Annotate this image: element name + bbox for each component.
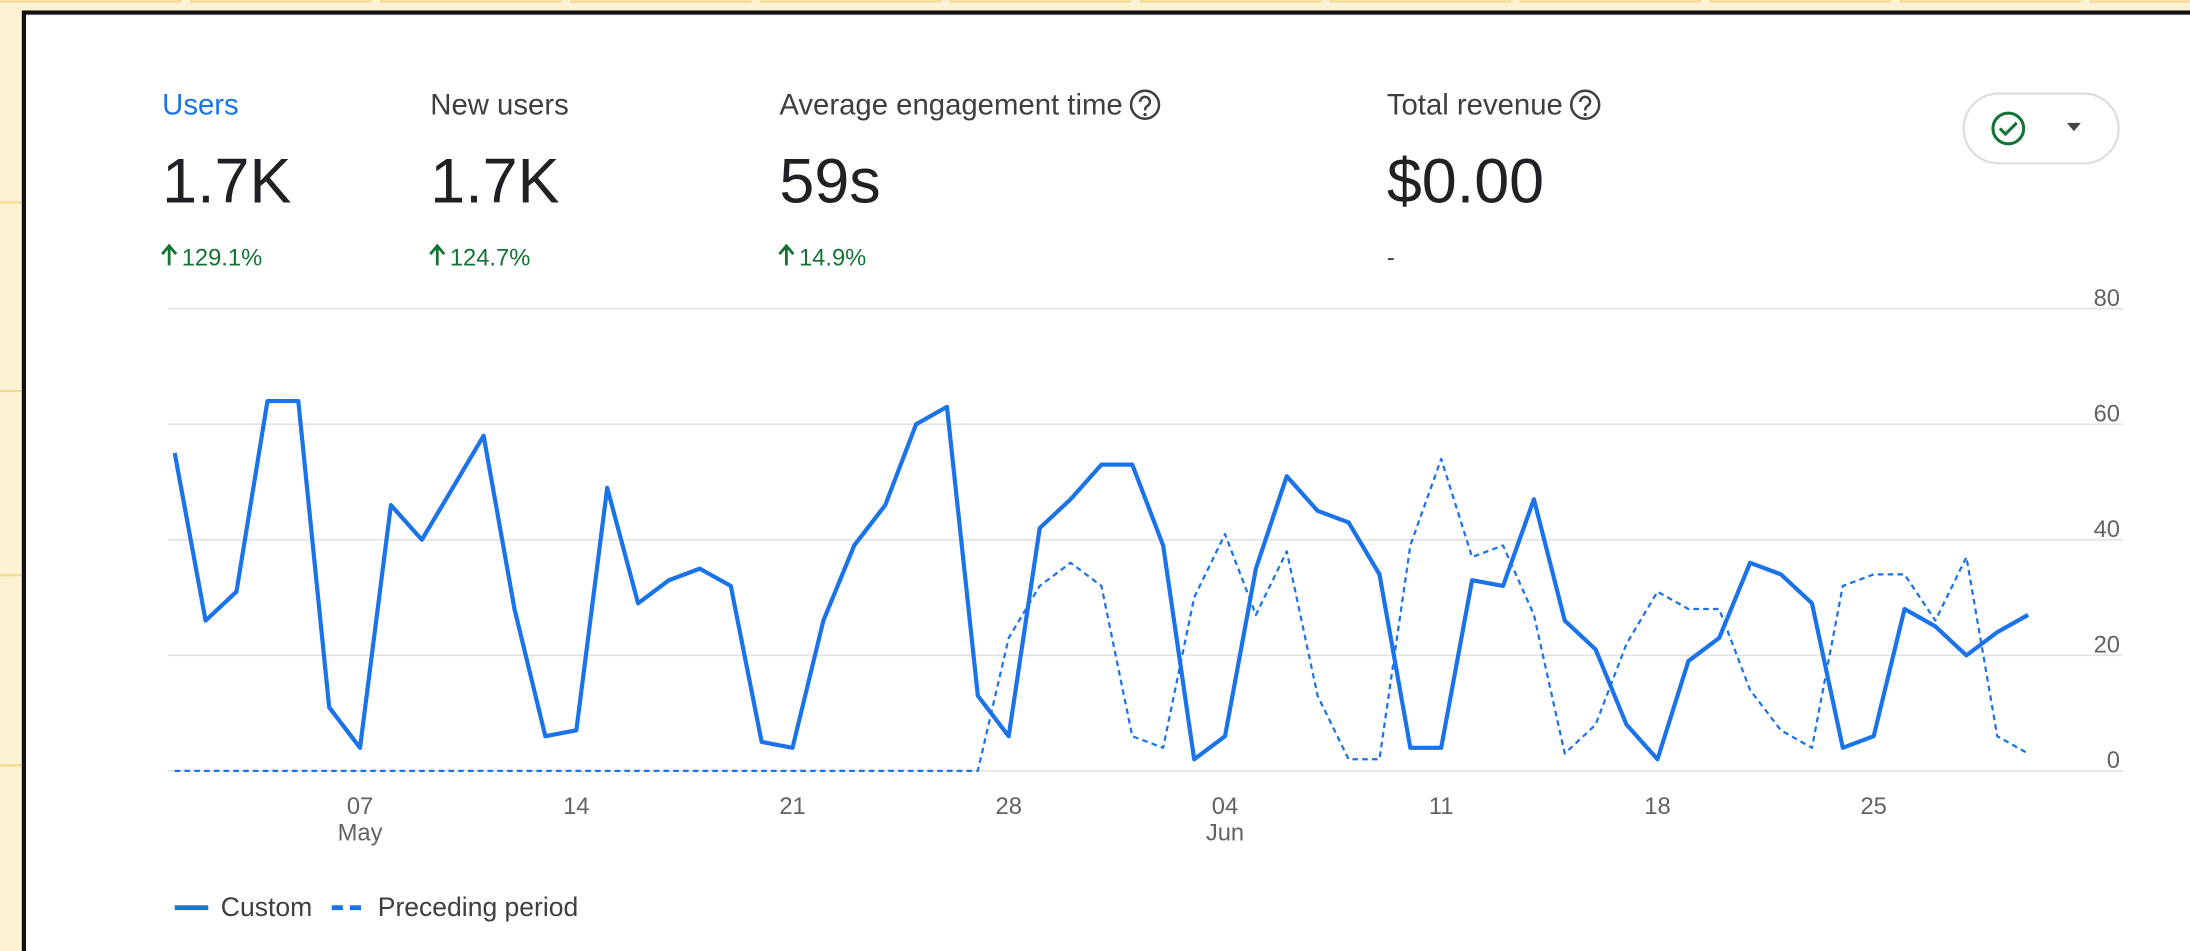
check-icon: [1991, 111, 2026, 146]
line-chart: 0 20 40 60 80 07 May 14 21 28 04 Jun 11 18 25: [167, 286, 2123, 847]
help-question: [1579, 95, 1592, 111]
x-tick-label: 25: [1860, 794, 1886, 820]
card: [21, 10, 2190, 951]
metric-change: 129.1%: [182, 245, 262, 271]
series-line: [174, 457, 2029, 772]
x-tick-label: 11: [1429, 794, 1454, 820]
button-outline[interactable]: [1962, 92, 2120, 165]
x-tick-label: 28: [996, 794, 1022, 820]
metric-change: 124.7%: [450, 245, 530, 271]
metric-label[interactable]: New users: [430, 89, 568, 122]
check-mark: [1998, 121, 2018, 137]
metric-value: 59s: [779, 146, 880, 216]
metric-value: 1.7K: [162, 146, 291, 216]
metric-value: $0.00: [1387, 146, 1544, 216]
legend-label: Preceding period: [378, 892, 578, 922]
help-question: [1138, 95, 1152, 111]
series-line: [172, 398, 2030, 762]
metric-label[interactable]: Users: [162, 89, 239, 122]
metric-value: 1.7K: [430, 146, 559, 216]
trend-arrow: [161, 243, 178, 266]
x-tick-label: 07 May: [338, 794, 383, 847]
x-tick-label: 18: [1644, 794, 1670, 820]
trend-arrow: [429, 243, 446, 266]
help-dot: [1143, 112, 1147, 117]
metric-change: -: [1387, 245, 1395, 271]
metric-label[interactable]: Total revenue: [1387, 89, 1563, 122]
legend: Custom Preceding period: [174, 892, 578, 922]
metric-label[interactable]: Average engagement time: [779, 89, 1122, 122]
y-tick-label: 80: [2094, 286, 2120, 312]
legend-label: Custom: [221, 892, 312, 922]
dropdown-caret: [2066, 122, 2081, 132]
help-icon[interactable]: [1129, 89, 1161, 120]
help-dot: [1583, 112, 1587, 117]
y-tick-label: 20: [2094, 633, 2120, 659]
x-tick-label: 14: [563, 794, 589, 820]
y-tick-label: 0: [2107, 748, 2120, 774]
help-icon[interactable]: [1569, 89, 1601, 120]
y-tick-label: 60: [2094, 401, 2120, 427]
x-tick-label: 04 Jun: [1206, 794, 1244, 847]
metrics: Users 1.7K 129.1% New users 1.7K 124.7% Averag…: [161, 89, 1601, 271]
x-tick-label: 21: [779, 794, 805, 820]
trend-arrow: [778, 243, 795, 266]
compare-button[interactable]: [1962, 92, 2120, 165]
background-guides: [0, 0, 2190, 767]
metric-change: 14.9%: [799, 245, 866, 271]
y-tick-label: 40: [2094, 517, 2120, 543]
